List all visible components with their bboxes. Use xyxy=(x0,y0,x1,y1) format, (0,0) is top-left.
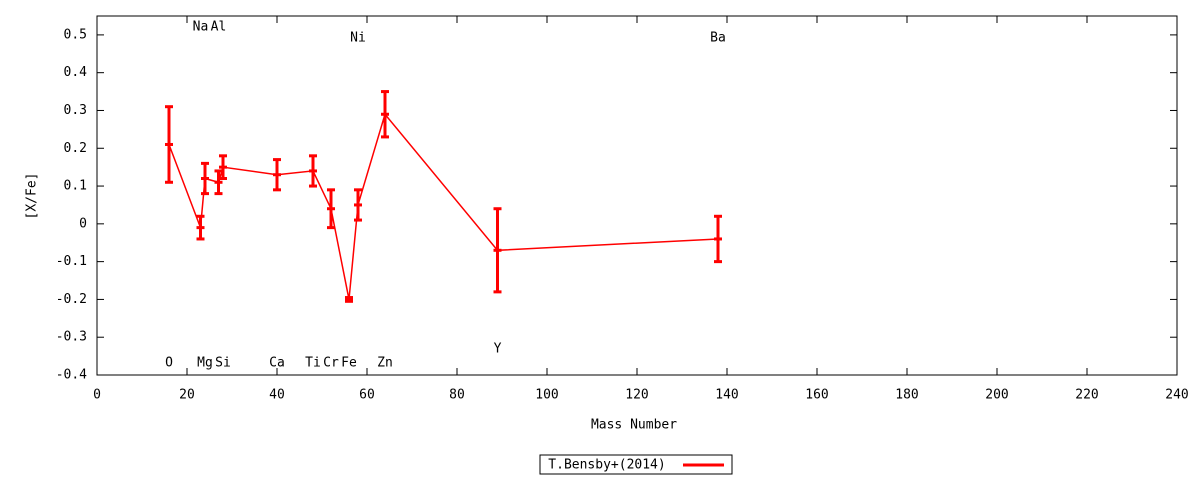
legend-label: T.Bensby+(2014) xyxy=(548,458,665,473)
legend-box xyxy=(539,454,733,475)
x-tick-label: 20 xyxy=(179,388,195,403)
y-tick-label: 0 xyxy=(79,216,87,231)
error-bar xyxy=(327,188,335,230)
y-tick-label: -0.3 xyxy=(56,330,87,345)
error-bar xyxy=(165,105,173,184)
y-tick-label: 0.4 xyxy=(64,65,88,80)
y-tick-label: -0.4 xyxy=(56,368,87,383)
y-tick-label: -0.1 xyxy=(56,254,87,269)
element-label: Si xyxy=(215,356,231,371)
y-tick-label: 0.5 xyxy=(64,27,87,42)
element-label: Zn xyxy=(377,356,393,371)
y-tick-label: 0.1 xyxy=(64,179,87,194)
x-tick-label: 160 xyxy=(805,388,828,403)
y-tick-label: 0.2 xyxy=(64,141,87,156)
element-label: Al xyxy=(211,20,227,35)
error-bar xyxy=(493,207,502,294)
x-tick-label: 0 xyxy=(93,388,101,403)
x-tick-label: 120 xyxy=(625,388,648,403)
x-axis-label: Mass Number xyxy=(591,418,677,433)
error-bar xyxy=(196,214,205,241)
error-bar xyxy=(201,161,209,196)
plot-frame xyxy=(96,15,1178,376)
error-bar xyxy=(309,154,317,188)
error-bar xyxy=(273,158,281,192)
error-bar xyxy=(714,214,722,264)
element-label: Ti xyxy=(305,356,321,371)
series-line xyxy=(168,112,719,300)
x-tick-label: 60 xyxy=(359,388,375,403)
y-tick-label: 0.3 xyxy=(64,103,87,118)
element-label: Ca xyxy=(269,356,285,371)
element-label: Ni xyxy=(350,31,366,46)
x-tick-label: 140 xyxy=(715,388,738,403)
x-tick-label: 200 xyxy=(985,388,1008,403)
error-bar xyxy=(354,188,362,222)
element-label: Fe xyxy=(341,356,357,371)
x-tick-label: 180 xyxy=(895,388,918,403)
y-tick-label: -0.2 xyxy=(56,292,87,307)
x-tick-label: 100 xyxy=(535,388,558,403)
error-bar xyxy=(219,154,227,180)
x-tick-label: 80 xyxy=(449,388,465,403)
error-bar xyxy=(214,169,223,196)
x-tick-label: 220 xyxy=(1075,388,1098,403)
error-bar xyxy=(345,296,353,303)
y-axis-label: [X/Fe] xyxy=(25,173,40,220)
element-label: Mg xyxy=(197,356,213,371)
element-label: O xyxy=(165,356,173,371)
element-label: Cr xyxy=(323,356,339,371)
element-label: Ba xyxy=(710,31,726,46)
element-label: Na xyxy=(193,20,209,35)
x-tick-label: 240 xyxy=(1165,388,1188,403)
element-label: Y xyxy=(494,342,502,357)
x-tick-label: 40 xyxy=(269,388,285,403)
error-bar xyxy=(381,90,389,139)
